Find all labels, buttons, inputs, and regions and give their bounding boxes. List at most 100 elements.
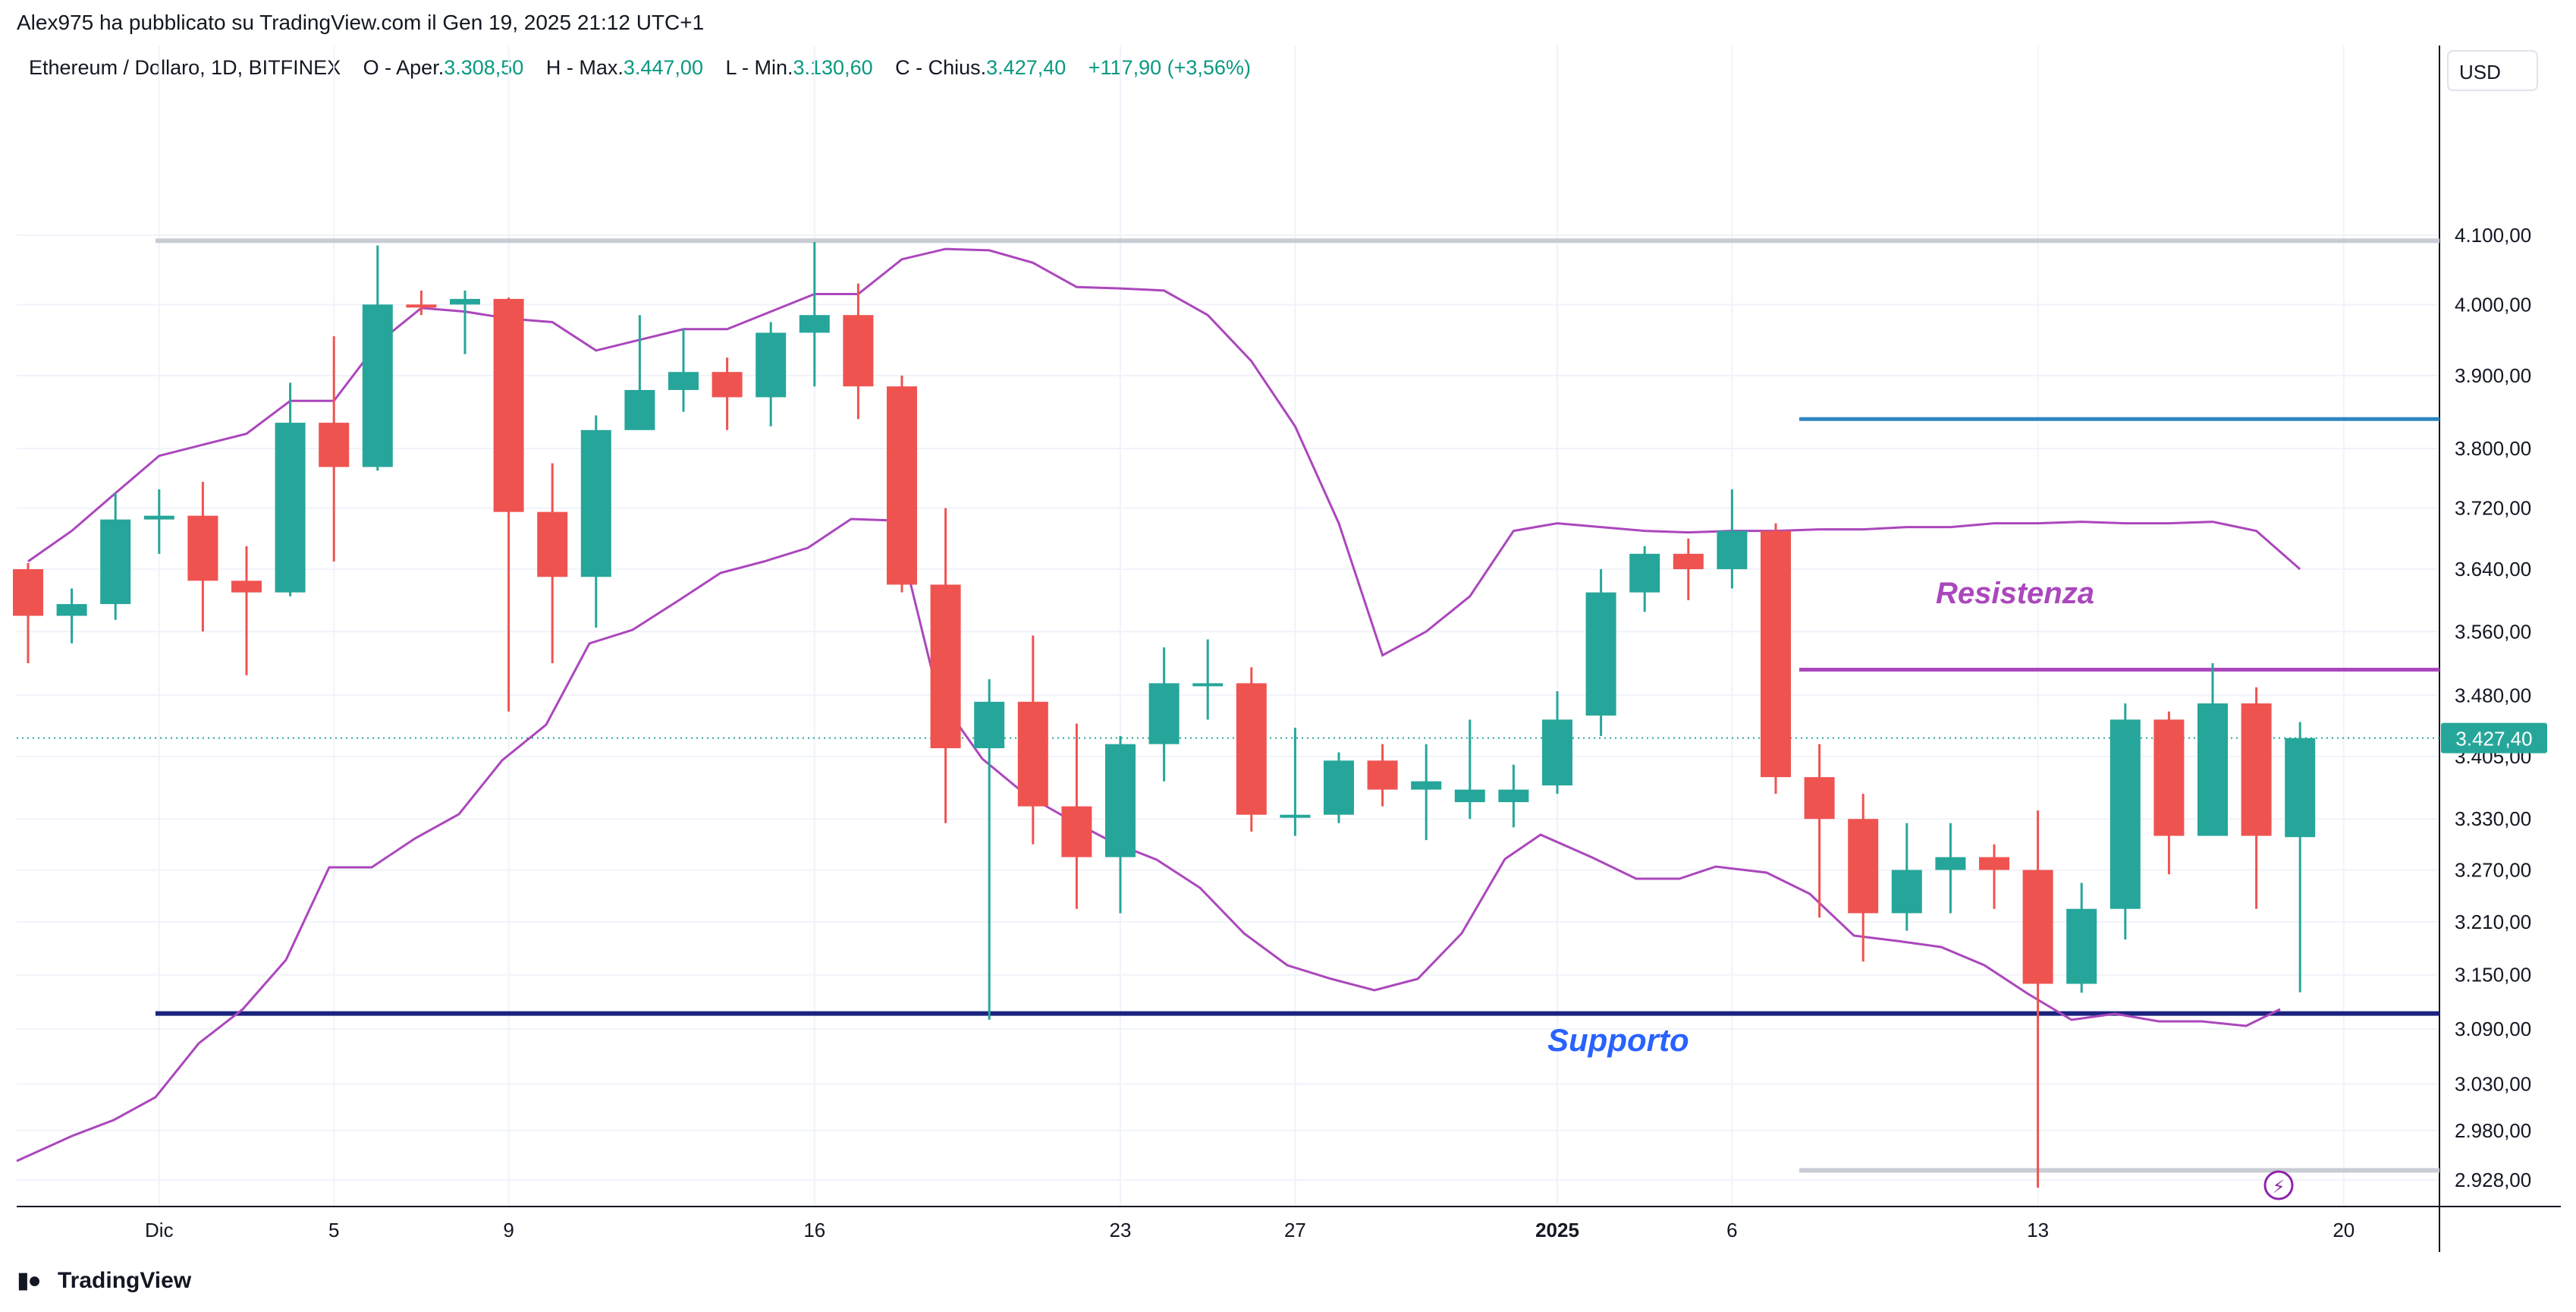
- candle-body: [799, 315, 830, 333]
- last-price-badge: [2441, 722, 2547, 754]
- candle-body: [2153, 719, 2185, 836]
- candle-body: [13, 569, 43, 616]
- price-tick-label: 2.980,00: [2455, 1119, 2531, 1142]
- price-tick-label: 3.270,00: [2455, 858, 2531, 881]
- candle-body: [1061, 806, 1092, 857]
- candle-body: [668, 372, 699, 390]
- candle-body: [537, 511, 568, 577]
- close-value: 3.427,40: [986, 56, 1067, 79]
- event-flash-icon[interactable]: [2263, 1170, 2294, 1200]
- candle-body: [2022, 870, 2053, 984]
- lightning-icon: ⚡: [2273, 1176, 2285, 1197]
- time-tick-label: 27: [1284, 1219, 1306, 1241]
- bollinger-lower-band: [16, 518, 2281, 1163]
- candle-body: [1717, 530, 1748, 570]
- time-tick-label: 13: [2027, 1219, 2049, 1241]
- price-tick-label: 3.560,00: [2455, 620, 2531, 643]
- price-tick-label: 3.090,00: [2455, 1018, 2531, 1040]
- time-tick-label: 9: [503, 1219, 514, 1241]
- price-tick-label: 3.720,00: [2455, 497, 2531, 520]
- currency-button[interactable]: USD: [2447, 50, 2538, 91]
- candle-body: [1192, 683, 1224, 687]
- bollinger-upper-band: [27, 247, 2301, 657]
- low-value: 3.130,60: [793, 56, 873, 79]
- candle-body: [756, 332, 787, 398]
- time-tick-label: 23: [1110, 1219, 1132, 1241]
- candle-body: [1848, 819, 1879, 914]
- candle-body: [1280, 814, 1311, 818]
- candle-body: [2197, 703, 2228, 836]
- candle-body: [275, 423, 306, 593]
- price-tick-label: 3.030,00: [2455, 1072, 2531, 1095]
- publish-attribution: Alex975 ha pubblicato su TradingView.com…: [17, 11, 705, 34]
- candle-body: [843, 315, 874, 387]
- candle-body: [1367, 760, 1398, 790]
- last-price-label: 3.427,40: [2455, 728, 2532, 750]
- candle-body: [362, 304, 393, 467]
- open-label: O - Aper.: [363, 56, 445, 79]
- price-tick-label: 3.640,00: [2455, 558, 2531, 580]
- candle-body: [1411, 781, 1442, 790]
- price-tick-label: 4.000,00: [2455, 293, 2531, 316]
- change-value: +117,90 (+3,56%): [1088, 56, 1251, 79]
- candle-body: [1454, 789, 1485, 803]
- candle-body: [1935, 857, 1966, 870]
- close-label: C - Chius.: [895, 56, 987, 79]
- candle-body: [1891, 870, 1922, 914]
- tradingview-logo[interactable]: ▮● TradingView: [17, 1267, 191, 1294]
- candle-body: [2109, 719, 2141, 909]
- candle-body: [1324, 760, 1354, 815]
- price-tick-label: 3.150,00: [2455, 964, 2531, 986]
- resistance-annotation: Resistenza: [1936, 577, 2094, 610]
- candle-body: [450, 298, 480, 305]
- price-tick-label: 2.928,00: [2455, 1169, 2531, 1191]
- symbol-legend: Ethereum / Dollaro, 1D, BITFINEX O - Ape…: [29, 56, 1251, 80]
- price-tick-label: 4.100,00: [2455, 224, 2531, 247]
- support-annotation: Supporto: [1547, 1022, 1689, 1058]
- time-tick-label: 6: [1726, 1219, 1737, 1241]
- candle-body: [1979, 857, 2009, 870]
- candle-body: [580, 429, 611, 577]
- price-tick-label: 3.480,00: [2455, 684, 2531, 706]
- candle-body: [2285, 738, 2316, 838]
- price-tick-label: 3.900,00: [2455, 364, 2531, 387]
- candle-body: [493, 298, 524, 512]
- candle-body: [406, 304, 437, 308]
- candle-body: [1585, 592, 1616, 716]
- symbol-name[interactable]: Ethereum / Dollaro, 1D, BITFINEX: [29, 56, 341, 79]
- candle-body: [1017, 701, 1048, 807]
- high-value: 3.447,00: [623, 56, 703, 79]
- candle-body: [56, 604, 87, 616]
- price-tick-label: 3.800,00: [2455, 437, 2531, 460]
- candle-body: [319, 423, 350, 467]
- candle-body: [1761, 530, 1791, 778]
- tradingview-logo-icon: ▮●: [17, 1268, 42, 1293]
- candle-body: [2241, 703, 2272, 836]
- candle-body: [231, 580, 262, 593]
- time-tick-label: 20: [2333, 1219, 2355, 1241]
- time-tick-label: 16: [803, 1219, 825, 1241]
- candle-body: [712, 372, 743, 398]
- candle-body: [974, 701, 1005, 749]
- candle-body: [187, 515, 218, 581]
- candle-body: [1629, 553, 1660, 593]
- candle-body: [143, 515, 174, 520]
- price-tick-label: 3.330,00: [2455, 807, 2531, 830]
- price-tick-label: 3.210,00: [2455, 911, 2531, 933]
- open-value: 3.308,50: [444, 56, 524, 79]
- candle-body: [624, 389, 655, 430]
- candle-body: [1498, 789, 1529, 803]
- time-tick-label: 2025: [1535, 1219, 1579, 1241]
- time-tick-label: Dic: [145, 1219, 174, 1241]
- candle-body: [2066, 908, 2097, 984]
- candle-body: [1236, 683, 1267, 815]
- candle-body: [1542, 719, 1572, 786]
- candle-body: [1148, 683, 1180, 744]
- high-label: H - Max.: [545, 56, 624, 79]
- time-tick-label: 5: [328, 1219, 339, 1241]
- candle-body: [100, 519, 131, 605]
- candle-body: [887, 386, 917, 585]
- candle-body: [930, 584, 961, 749]
- candle-body: [1105, 744, 1136, 857]
